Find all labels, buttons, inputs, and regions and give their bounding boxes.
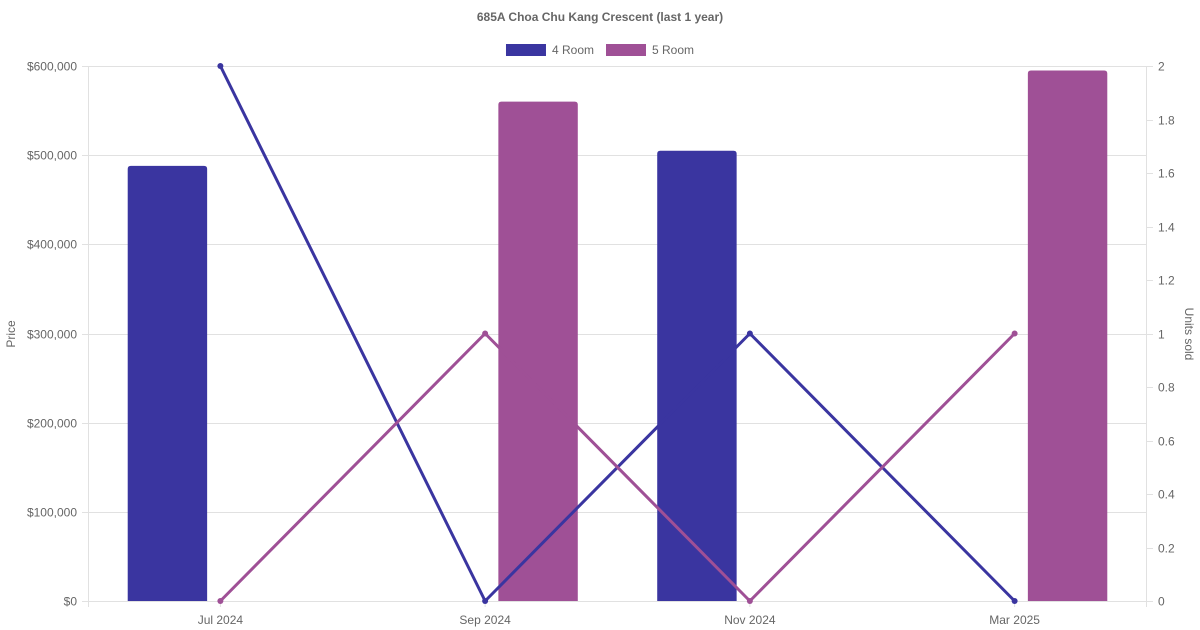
x-tick-label: Mar 2025 bbox=[989, 613, 1040, 627]
lines bbox=[217, 63, 1018, 604]
legend-swatch-5-room bbox=[606, 44, 646, 56]
legend-label-5-room: 5 Room bbox=[652, 43, 694, 57]
x-axis-ticks: Jul 2024 Sep 2024 Nov 2024 Mar 2025 bbox=[198, 613, 1041, 627]
y-left-tick-label: $100,000 bbox=[27, 506, 77, 520]
y-right-tick-label: 0.2 bbox=[1158, 542, 1175, 556]
point-4-room bbox=[1011, 598, 1018, 604]
y-right-tick-label: 1.2 bbox=[1158, 274, 1175, 288]
y-left-tick-label: $200,000 bbox=[27, 417, 77, 431]
bar-5-room bbox=[498, 101, 578, 602]
x-tick-label: Sep 2024 bbox=[459, 613, 511, 627]
y-right-tick-label: 0.8 bbox=[1158, 381, 1175, 395]
point-5-room bbox=[1011, 330, 1018, 337]
point-5-room bbox=[482, 330, 489, 337]
y-right-tick-label: 0.6 bbox=[1158, 435, 1175, 449]
y-right-tick-label: 0 bbox=[1158, 595, 1165, 609]
line-5-room bbox=[219, 332, 1016, 603]
y-left-tick-label: $600,000 bbox=[27, 60, 77, 74]
line-4-room bbox=[219, 65, 1016, 603]
right-axis-ticks: 0 0.2 0.4 0.6 0.8 1 1.2 1.4 1.6 1.8 2 bbox=[1158, 60, 1175, 609]
bar-5-room bbox=[1027, 70, 1108, 602]
x-tick-label: Nov 2024 bbox=[724, 613, 776, 627]
point-5-room bbox=[217, 598, 224, 604]
point-4-room bbox=[217, 63, 224, 69]
y-right-tick-label: 0.4 bbox=[1158, 488, 1175, 502]
y-right-tick-label: 1.8 bbox=[1158, 114, 1175, 128]
legend: 4 Room 5 Room bbox=[505, 43, 694, 57]
y-right-tick-label: 2 bbox=[1158, 60, 1165, 74]
y-left-tick-label: $300,000 bbox=[27, 328, 77, 342]
legend-label-4-room: 4 Room bbox=[552, 43, 594, 57]
left-axis-ticks: $0 $100,000 $200,000 $300,000 $400,000 $500,0… bbox=[27, 60, 77, 609]
y-left-tick-label: $500,000 bbox=[27, 149, 77, 163]
y-left-axis-title: Price bbox=[4, 320, 18, 348]
y-left-tick-label: $400,000 bbox=[27, 238, 77, 252]
y-right-tick-label: 1.6 bbox=[1158, 167, 1175, 181]
y-right-tick-label: 1.4 bbox=[1158, 221, 1175, 235]
chart-title: 685A Choa Chu Kang Crescent (last 1 year… bbox=[477, 10, 723, 24]
y-right-tick-label: 1 bbox=[1158, 328, 1165, 342]
gridlines bbox=[82, 66, 1153, 607]
point-4-room bbox=[482, 598, 489, 604]
x-tick-label: Jul 2024 bbox=[198, 613, 244, 627]
point-4-room bbox=[746, 330, 753, 337]
legend-swatch-4-room bbox=[505, 44, 546, 56]
bar-4-room bbox=[657, 150, 737, 602]
bar-4-room bbox=[127, 165, 208, 601]
y-right-axis-title: Units sold bbox=[1182, 308, 1196, 361]
bars bbox=[127, 70, 1108, 602]
point-5-room bbox=[746, 598, 753, 604]
y-left-tick-label: $0 bbox=[64, 595, 78, 609]
